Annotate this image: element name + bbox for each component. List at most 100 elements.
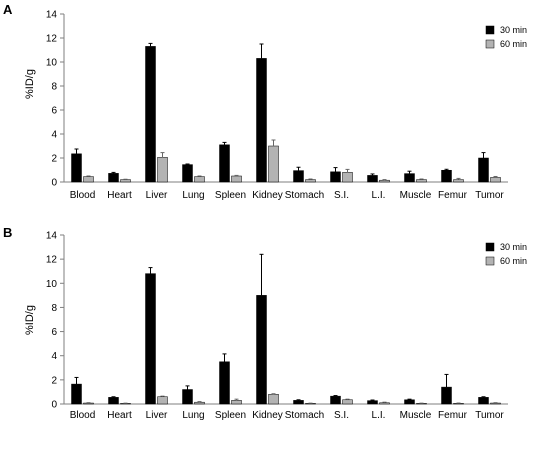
category-label: Tumor (475, 410, 504, 421)
category-label: Muscle (400, 410, 432, 421)
y-tick-label: 0 (51, 400, 57, 411)
y-tick-label: 4 (51, 351, 57, 362)
category-label: S.I. (334, 190, 349, 201)
category-label: Kidney (252, 190, 283, 201)
category-label: Stomach (285, 190, 324, 201)
category-label: Stomach (285, 410, 324, 421)
category-label: Lung (182, 410, 204, 421)
bar-30min-blood (71, 153, 82, 183)
bar-60min-femur (453, 179, 464, 183)
y-tick-label: 8 (51, 82, 57, 93)
panel-letter: A (3, 2, 13, 17)
bar-60min-blood (83, 402, 94, 405)
bar-30min-femur (441, 386, 452, 405)
bar-30min-spleen (219, 144, 230, 183)
category-label: Liver (146, 410, 168, 421)
category-label: Blood (70, 190, 96, 201)
category-label: Blood (70, 410, 96, 421)
category-label: Heart (107, 190, 132, 201)
bar-30min-tumor (478, 397, 489, 405)
bar-60min-kidney (268, 394, 279, 405)
category-label: Spleen (215, 410, 246, 421)
bar-60min-tumor (490, 402, 501, 405)
legend-swatch-30min (485, 25, 495, 35)
bar-30min-muscle (404, 173, 415, 183)
category-label: L.I. (372, 410, 386, 421)
bar-30min-si (330, 395, 341, 405)
bar-60min-si (342, 399, 353, 405)
y-tick-label: 2 (51, 375, 57, 386)
category-label: Liver (146, 190, 168, 201)
bar-60min-tumor (490, 177, 501, 183)
bar-60min-muscle (416, 179, 427, 183)
y-axis-label: %ID/g (24, 305, 36, 335)
y-tick-label: 6 (51, 327, 57, 338)
legend: 30 min 60 min (485, 25, 527, 49)
y-tick-label: 12 (46, 34, 58, 45)
y-tick-label: 12 (46, 255, 58, 266)
bar-30min-li (367, 400, 378, 405)
bar-30min-kidney (256, 295, 267, 405)
category-label: Spleen (215, 190, 246, 201)
bar-60min-stomach (305, 179, 316, 183)
bar-30min-heart (108, 397, 119, 405)
category-label: Femur (438, 190, 468, 201)
category-label: L.I. (372, 190, 386, 201)
panel-b: B %ID/g 30 min 60 min 0 2 4 6 8 10 12 14 Blood He… (3, 225, 527, 421)
panel-letter: B (3, 225, 12, 240)
bar-30min-lung (182, 389, 193, 405)
bar-30min-kidney (256, 58, 267, 183)
legend-label-60min: 60 min (500, 39, 527, 49)
bar-60min-li (379, 402, 390, 405)
bar-30min-tumor (478, 157, 489, 183)
bar-30min-si (330, 171, 341, 183)
bar-60min-liver (157, 157, 168, 183)
bar-60min-li (379, 179, 390, 183)
category-label: Lung (182, 190, 204, 201)
legend-label-60min: 60 min (500, 256, 527, 266)
bar-60min-spleen (231, 175, 242, 183)
bar-30min-liver (145, 46, 156, 183)
legend-swatch-30min (485, 242, 495, 252)
bar-60min-si (342, 172, 353, 183)
category-label: Heart (107, 410, 132, 421)
bar-60min-blood (83, 176, 94, 183)
bar-30min-liver (145, 273, 156, 405)
legend-label-30min: 30 min (500, 242, 527, 252)
y-tick-label: 6 (51, 106, 57, 117)
bar-30min-li (367, 175, 378, 183)
y-tick-label: 14 (46, 10, 58, 21)
y-tick-label: 2 (51, 154, 57, 165)
category-label: Tumor (475, 190, 504, 201)
bar-30min-muscle (404, 399, 415, 405)
bar-60min-liver (157, 396, 168, 405)
y-tick-label: 4 (51, 130, 57, 141)
category-label: S.I. (334, 410, 349, 421)
bar-60min-spleen (231, 400, 242, 405)
bar-60min-lung (194, 401, 205, 405)
category-label: Muscle (400, 190, 432, 201)
bar-30min-femur (441, 169, 452, 183)
legend-swatch-60min (485, 39, 495, 49)
legend-swatch-60min (485, 256, 495, 266)
bar-30min-heart (108, 173, 119, 183)
legend-label-30min: 30 min (500, 25, 527, 35)
bar-60min-heart (120, 179, 131, 183)
y-tick-label: 8 (51, 303, 57, 314)
panel-a: A %ID/g 30 min 60 min 0 2 4 6 8 10 12 14 Blood He… (3, 2, 527, 201)
category-label: Femur (438, 410, 468, 421)
bar-30min-blood (71, 383, 82, 405)
bar-30min-spleen (219, 361, 230, 405)
category-label: Kidney (252, 410, 283, 421)
bar-30min-stomach (293, 400, 304, 405)
legend: 30 min 60 min (485, 242, 527, 266)
bar-60min-kidney (268, 145, 279, 183)
y-axis-label: %ID/g (24, 69, 36, 99)
bar-30min-lung (182, 164, 193, 183)
bar-30min-stomach (293, 170, 304, 183)
bar-60min-lung (194, 176, 205, 183)
y-tick-label: 14 (46, 231, 58, 242)
y-tick-label: 0 (51, 178, 57, 189)
y-tick-label: 10 (46, 279, 58, 290)
